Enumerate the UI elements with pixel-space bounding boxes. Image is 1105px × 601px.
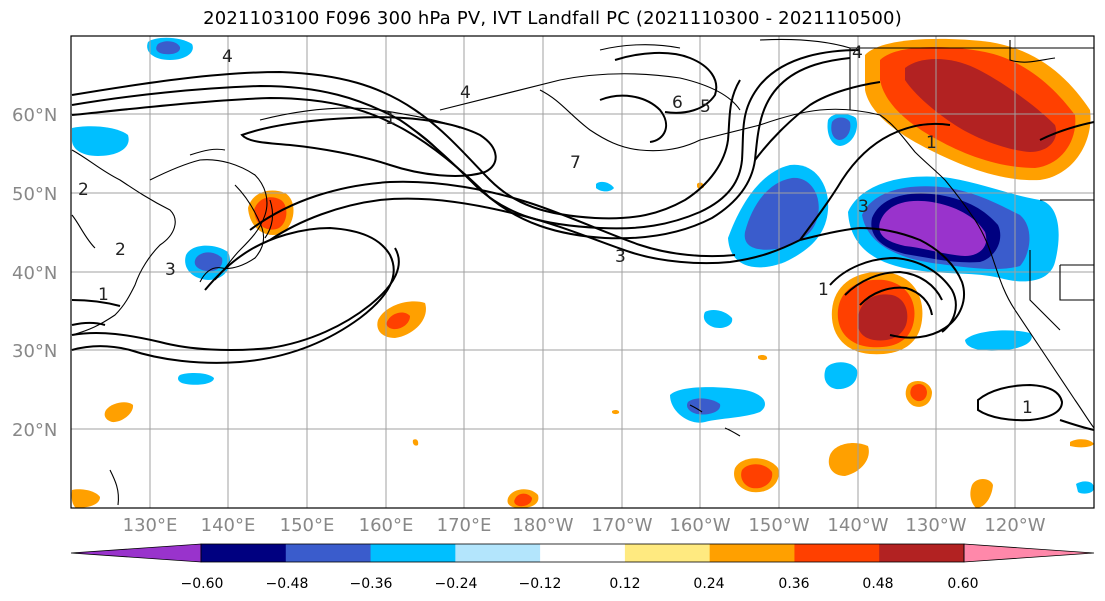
- colorbar-tick-labels: −0.60 −0.48 −0.36 −0.24 −0.12 0.12 0.24 …: [181, 576, 979, 592]
- contour-label: 1: [818, 280, 829, 300]
- lon-label: 160°W: [669, 515, 730, 536]
- lon-label: 140°E: [201, 515, 256, 536]
- contour-label: 4: [852, 43, 863, 63]
- lon-label: 140°W: [827, 515, 888, 536]
- colorbar-tick-label: −0.60: [181, 576, 224, 592]
- contour-label: 1: [385, 109, 396, 129]
- minor-anomalies: [71, 37, 1094, 508]
- contour-label: 3: [165, 260, 176, 280]
- lat-label: 40°N: [12, 263, 57, 284]
- contour-label: 2: [78, 180, 89, 200]
- colorbar-extend-max: [963, 543, 1095, 563]
- positive-anomaly-western-canada: [865, 38, 1091, 181]
- ivt-anomaly-shading: [71, 37, 1094, 508]
- colorbar-segment: [455, 544, 541, 562]
- colorbar-tick-label: −0.12: [519, 576, 562, 592]
- lon-label: 150°W: [748, 515, 809, 536]
- longitude-labels: 130°E 140°E 150°E 160°E 170°E 180°W 170°…: [123, 515, 1046, 536]
- colorbar-tick-label: −0.24: [435, 576, 478, 592]
- colorbar-tick-label: 0.60: [947, 576, 978, 592]
- lat-label: 20°N: [12, 420, 57, 441]
- colorbar-tick-label: 0.36: [778, 576, 809, 592]
- contour-label: 6: [672, 93, 683, 113]
- contour-label: 5: [700, 97, 711, 117]
- negative-anomaly-northeast-pacific: [848, 176, 1059, 282]
- colorbar: −0.60 −0.48 −0.36 −0.24 −0.12 0.12 0.24 …: [70, 543, 1095, 592]
- lon-label: 160°E: [359, 515, 414, 536]
- contour-label: 4: [222, 47, 233, 67]
- negative-anomaly-gulf-of-alaska: [728, 164, 829, 268]
- colorbar-tick-label: −0.48: [266, 576, 309, 592]
- colorbar-tick-label: −0.36: [350, 576, 393, 592]
- colorbar-segment: [709, 544, 795, 562]
- colorbar-tick-label: 0.48: [862, 576, 893, 592]
- lon-label: 180°W: [512, 515, 573, 536]
- latitude-labels: 60°N 50°N 40°N 30°N 20°N: [12, 105, 57, 441]
- lat-label: 50°N: [12, 184, 57, 205]
- colorbar-tick-label: 0.12: [609, 576, 640, 592]
- lon-label: 170°W: [591, 515, 652, 536]
- colorbar-segment: [370, 544, 456, 562]
- lat-label: 30°N: [12, 341, 57, 362]
- lon-label: 120°W: [984, 515, 1045, 536]
- positive-anomaly-subtropical: [831, 271, 923, 355]
- contour-label: 4: [460, 83, 471, 103]
- plot-border: [70, 35, 1095, 509]
- lon-label: 130°W: [905, 515, 966, 536]
- contour-label: 7: [570, 153, 581, 173]
- pv-contours: [71, 49, 1094, 431]
- contour-label: 3: [858, 197, 869, 217]
- lon-label: 130°E: [123, 515, 178, 536]
- graticule: [71, 36, 1094, 508]
- contour-label: 2: [115, 240, 126, 260]
- lon-label: 170°E: [437, 515, 492, 536]
- colorbar-segments: [70, 543, 1095, 563]
- colorbar-border: [200, 543, 965, 563]
- lon-label: 150°E: [280, 515, 335, 536]
- contour-label: 1: [1022, 398, 1033, 418]
- map-title: 2021103100 F096 300 hPa PV, IVT Landfall…: [203, 8, 902, 29]
- colorbar-segment: [794, 544, 880, 562]
- colorbar-segment: [879, 544, 965, 562]
- colorbar-segment: [201, 544, 287, 562]
- colorbar-tick-label: 0.24: [693, 576, 724, 592]
- pv-contour-labels: 4 4 6 5 7 3 1 1 1 2 3 2 3 4 1 1: [78, 43, 1033, 418]
- lat-label: 60°N: [12, 105, 57, 126]
- colorbar-extend-min: [70, 543, 202, 563]
- contour-label: 1: [926, 133, 937, 153]
- colorbar-segment: [540, 544, 626, 562]
- colorbar-segment: [624, 544, 711, 562]
- colorbar-segment: [285, 544, 372, 562]
- contour-label: 3: [615, 247, 626, 267]
- contour-label: 1: [98, 285, 109, 305]
